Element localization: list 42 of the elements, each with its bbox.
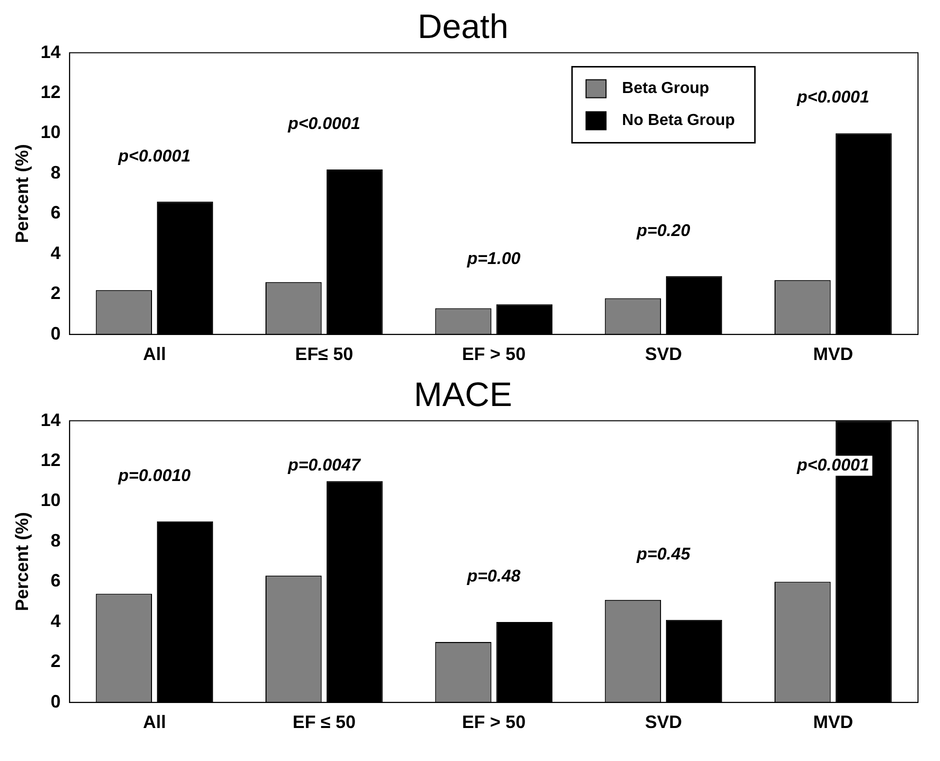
y-tick-label: 6: [50, 202, 61, 223]
y-tick-label: 12: [40, 450, 61, 470]
chart-title: Death: [418, 8, 508, 46]
annotation: p=1.00: [466, 248, 522, 268]
annotation: p<0.0001: [796, 455, 870, 474]
annotation: p<0.0001: [286, 114, 360, 134]
y-tick-label: 4: [50, 610, 61, 631]
y-tick-label: 12: [40, 82, 61, 102]
x-tick-label: SVD: [644, 712, 682, 732]
y-tick-label: 2: [50, 283, 61, 304]
x-tick-label: MVD: [813, 712, 854, 732]
annotation: p<0.0001: [117, 146, 191, 166]
legend-label: Beta Group: [622, 80, 710, 98]
legend-label: No Beta Group: [622, 112, 736, 130]
y-tick-label: 8: [50, 530, 61, 550]
y-tick-label: 0: [50, 691, 61, 712]
x-tick-label: MVD: [813, 344, 854, 364]
x-tick-label: EF≤ 50: [295, 344, 354, 364]
y-tick-label: 14: [40, 42, 61, 62]
annotation: p=0.45: [636, 544, 691, 564]
chart-title: MACE: [414, 376, 512, 414]
x-tick-label: SVD: [644, 344, 682, 364]
y-tick-label: 6: [50, 570, 61, 591]
y-tick-label: 0: [50, 323, 61, 344]
y-tick-label: 8: [50, 162, 61, 182]
y-axis-title: Percent (%): [12, 512, 32, 612]
x-tick-label: EF ≤ 50: [292, 712, 356, 732]
x-tick-label: All: [142, 344, 166, 364]
annotation: p=0.0010: [117, 466, 192, 486]
y-axis-title: Percent (%): [12, 144, 32, 244]
y-tick-label: 4: [50, 242, 61, 263]
annotation: p=0.48: [466, 566, 522, 586]
y-tick-label: 2: [50, 651, 61, 672]
x-tick-label: All: [142, 712, 166, 732]
y-tick-label: 10: [40, 490, 61, 510]
annotation: p<0.0001: [796, 87, 870, 106]
x-tick-label: EF > 50: [462, 712, 526, 732]
x-tick-label: EF > 50: [462, 344, 526, 364]
y-tick-label: 14: [40, 410, 61, 430]
y-tick-label: 10: [40, 122, 61, 142]
annotation: p=0.0047: [286, 455, 362, 474]
annotation: p=0.20: [636, 220, 691, 240]
